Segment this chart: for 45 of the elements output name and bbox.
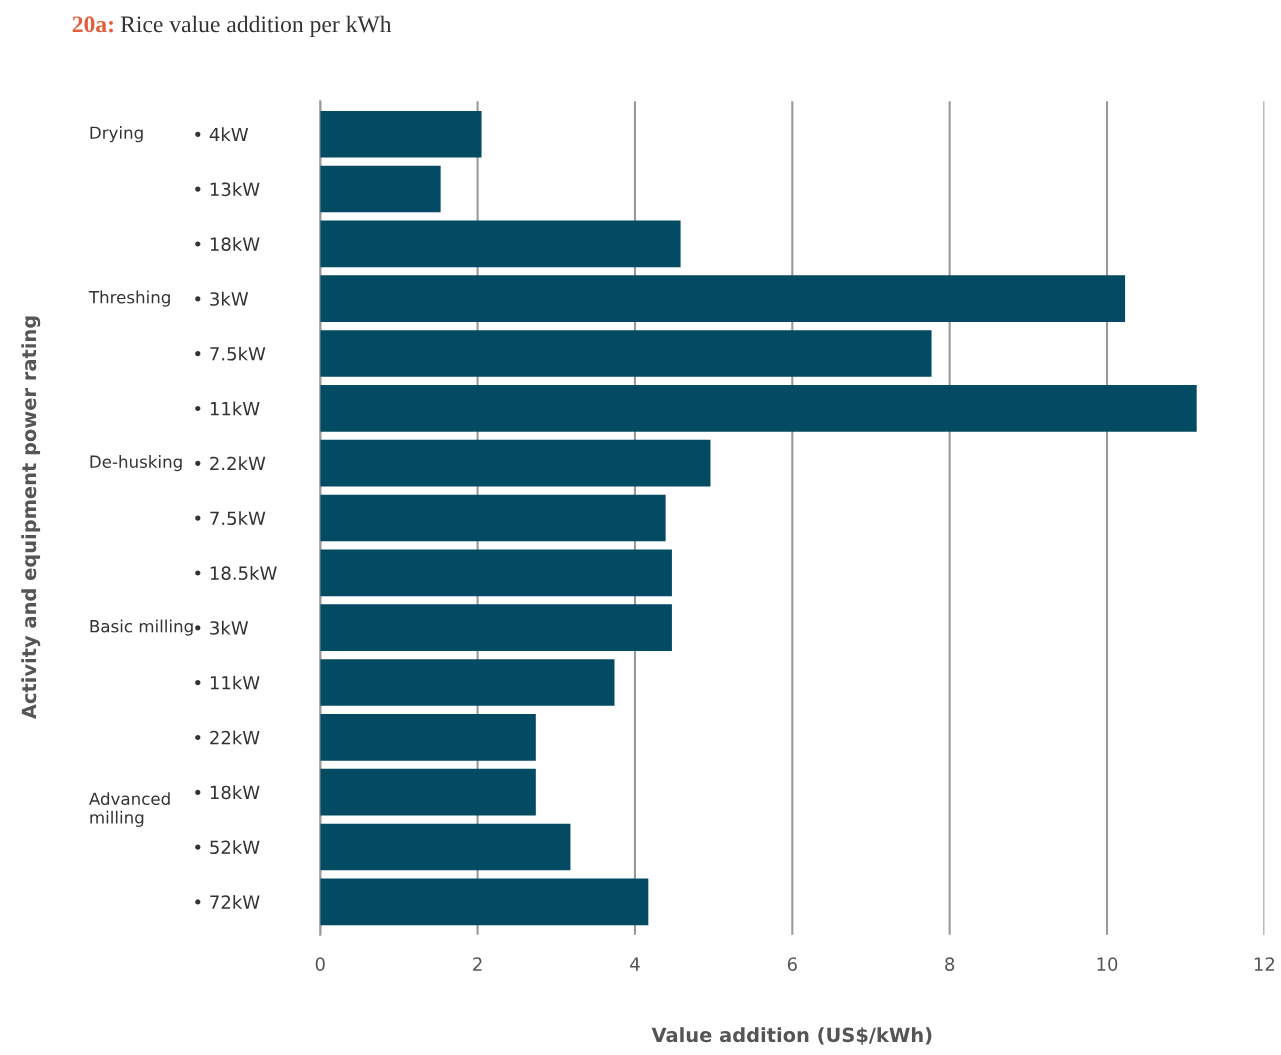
y-tick-label: • 4kW — [195, 127, 249, 142]
bar — [320, 549, 672, 597]
text: Threshing — [88, 290, 170, 307]
bar — [320, 385, 1197, 432]
y-tick-label: • 72kW — [195, 894, 260, 909]
x-tick-label: 6 — [787, 957, 797, 971]
y-tick-label: • 7.5kW — [195, 346, 266, 361]
text: Basic milling — [90, 619, 193, 636]
bar — [320, 165, 441, 213]
bar — [320, 604, 672, 651]
x-axis-title: Value addition (US$/kWh) — [651, 1027, 932, 1045]
text: Drying — [90, 126, 143, 143]
y-tick-label: • 11kW — [195, 401, 260, 416]
x-tick-label: 0 — [315, 957, 325, 971]
text: Advanced milling — [89, 792, 170, 827]
chart-title: 20a: Rice value addition per kWh — [72, 15, 392, 38]
y-tick-label: • 7.5kW — [195, 511, 266, 526]
x-tick-label: 10 — [1097, 957, 1118, 971]
y-tick-label: • 22kW — [195, 730, 260, 745]
bar — [320, 330, 932, 377]
y-tick-label: • 18kW — [195, 785, 260, 800]
text: Activity and equipment power rating — [21, 316, 41, 720]
bar — [320, 110, 482, 158]
y-tick-label: • 3kW — [195, 291, 249, 306]
bar — [320, 220, 681, 268]
y-tick-label: • 13kW — [195, 182, 260, 197]
bar — [320, 659, 615, 706]
y-tick-label: • 18kW — [195, 236, 260, 251]
bar — [320, 494, 666, 542]
bar — [320, 714, 536, 761]
bar — [320, 878, 649, 926]
bar — [320, 768, 536, 816]
x-tick-label: 4 — [630, 957, 640, 971]
bar — [320, 823, 571, 871]
x-tick-label: 8 — [945, 957, 955, 971]
y-tick-label: • 18.5kW — [195, 565, 277, 580]
x-tick-label: 12 — [1254, 957, 1275, 971]
y-tick-label: • 52kW — [195, 840, 260, 855]
y-tick-label: • 2.2kW — [195, 456, 266, 471]
bar — [320, 439, 711, 487]
text: De-husking — [90, 455, 182, 472]
x-tick-label: 2 — [473, 957, 482, 971]
bar — [320, 275, 1126, 322]
y-tick-label: • 3kW — [195, 620, 249, 635]
y-tick-label: • 11kW — [195, 675, 260, 690]
